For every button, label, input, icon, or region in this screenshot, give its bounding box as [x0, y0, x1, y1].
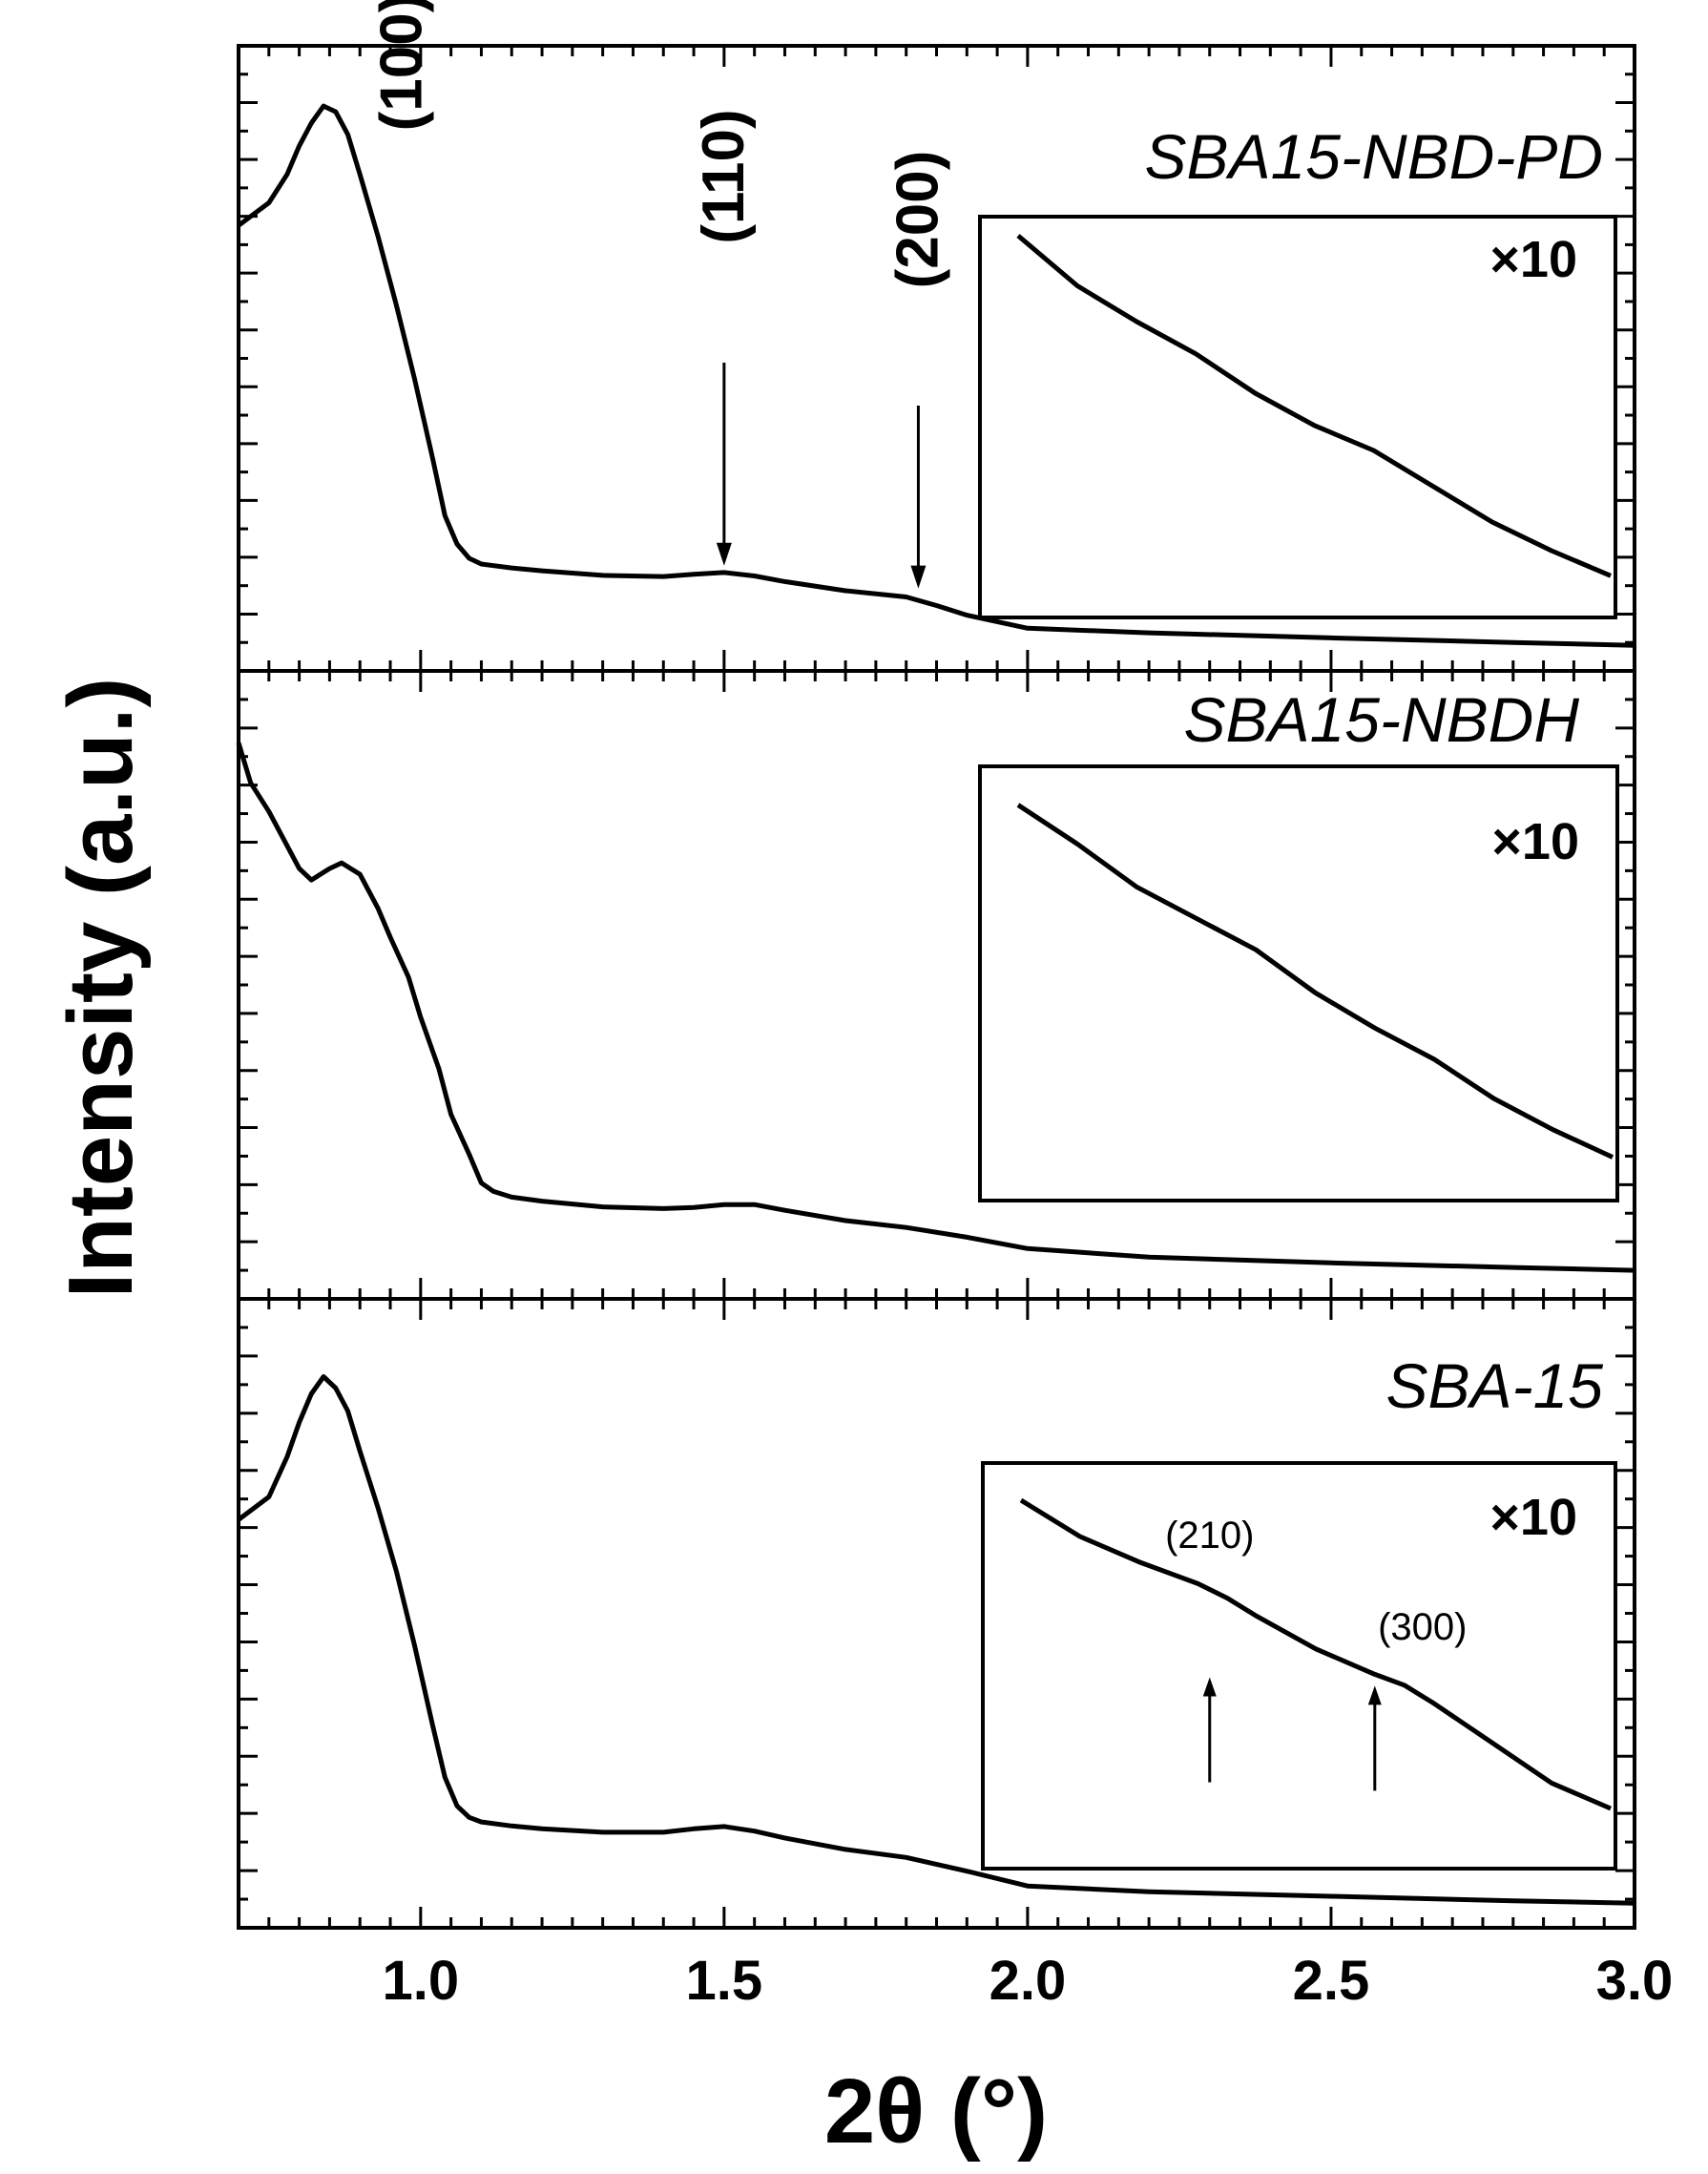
series-line-SBA-15 — [237, 1374, 1635, 1906]
x-axis-title: 2θ (°) — [824, 2060, 1048, 2163]
series-line-SBA15-NBDH — [236, 742, 1635, 1273]
inset-miller-label: (300) — [1378, 1606, 1467, 1648]
sample-label: SBA-15 — [1386, 1350, 1604, 1421]
inset-series-line — [1016, 803, 1614, 1160]
peak-arrowhead — [716, 542, 732, 566]
inset: ×10 — [978, 764, 1619, 1202]
panel-3: SBA-15 ×10 (210) (300) — [237, 1297, 1636, 1930]
panel-1: SBA15-NBD-PD ×10 (100) (110) (200) — [237, 0, 1636, 673]
miller-index-label: (110) — [691, 109, 757, 243]
x-tick-label: 2.5 — [1293, 1950, 1370, 2012]
x-tick-label: 1.0 — [383, 1950, 460, 2012]
peak-arrowhead — [910, 565, 927, 589]
inset-scale-label: ×10 — [1489, 231, 1577, 288]
chart-root: 1.0 1.5 2.0 2.5 3.0 2θ (°) Intensity (a.u.) SBA… — [50, 0, 1673, 2163]
inset-scale-label: ×10 — [1491, 813, 1579, 870]
miller-index-label: (100) — [369, 0, 435, 131]
inset-scale-label: ×10 — [1489, 1489, 1577, 1546]
x-tick-label: 1.5 — [686, 1950, 763, 2012]
panel-2: SBA15-NBDH ×10 — [236, 669, 1636, 1301]
inset-frame — [981, 1461, 1617, 1871]
x-tick-label: 3.0 — [1596, 1950, 1674, 2012]
y-axis-title: Intensity (a.u.) — [50, 678, 152, 1299]
inset-series-line — [1016, 234, 1612, 578]
inset: ×10 — [978, 215, 1617, 619]
inset-miller-label: (210) — [1165, 1515, 1254, 1557]
sample-label: SBA15-NBDH — [1184, 684, 1580, 755]
inset-peak-arrowhead — [1367, 1685, 1382, 1705]
inset-series-line — [1019, 1497, 1612, 1811]
miller-index-label: (200) — [885, 151, 950, 289]
series-line-SBA15-NBD-PD — [237, 103, 1635, 648]
inset: ×10 — [981, 1461, 1617, 1871]
sample-label: SBA15-NBD-PD — [1145, 121, 1603, 192]
x-tick-label: 2.0 — [989, 1950, 1067, 2012]
inset-peak-arrowhead — [1202, 1677, 1217, 1697]
